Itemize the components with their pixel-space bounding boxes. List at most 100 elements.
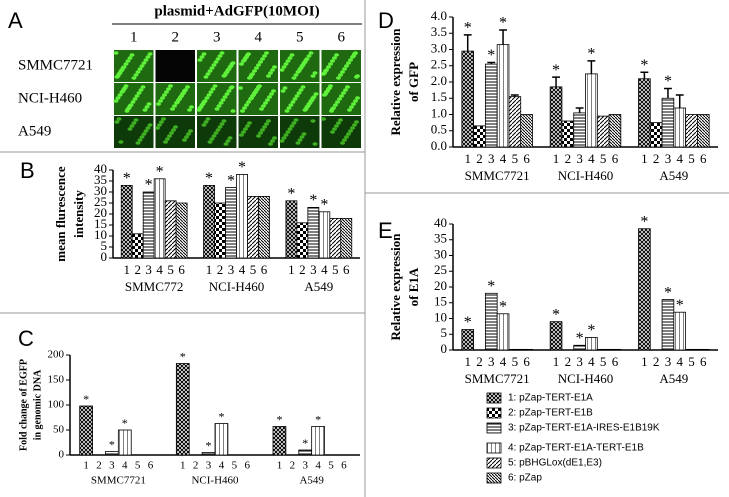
cell [260,128,265,132]
significance-star: * [206,438,212,452]
bar [225,187,237,259]
group-label: A549 [659,371,688,386]
group-label: NCI-H460 [191,475,239,487]
cell [139,64,145,68]
bar [573,112,586,148]
cell [322,93,327,97]
cell [258,131,263,135]
cell [142,108,148,112]
y-tick-label: 40 [94,161,107,176]
bar [549,86,563,148]
cell [338,118,343,122]
cell [188,129,193,133]
cell [225,68,231,72]
bar-label: 2 [476,354,483,369]
bar [596,348,610,351]
bar-label: 1 [83,460,89,472]
cell [139,135,145,139]
significance-star: * [122,416,128,430]
bar-label: 5 [328,460,334,472]
cell [290,100,296,104]
cell [246,100,251,104]
y-axis-label: in genomic DNA [32,369,43,440]
cell [349,105,354,109]
cell [344,64,349,68]
legend-swatch [486,457,502,469]
cell [340,70,345,74]
cell [291,121,297,125]
significance-star: * [464,20,472,37]
cell [240,109,245,113]
significance-star: * [123,170,131,187]
cell [323,69,328,73]
bar-label: 6 [148,460,154,472]
cell [172,104,177,108]
cell [121,87,127,91]
cell [176,98,181,102]
group-label: NCI-H460 [558,168,614,183]
bar-label: 4 [500,354,507,369]
bar-label: 5 [512,354,519,369]
cell [221,74,227,78]
significance-star: * [309,192,317,209]
cell [304,105,310,109]
cell [321,117,326,121]
y-axis-label: Relative expression [388,28,403,136]
bar [164,200,177,259]
bar-label: 1 [553,354,560,369]
legend-label: 5: pBHGLox(dE1,E3) [508,458,602,469]
micrograph [155,50,195,82]
legend-swatch [486,442,502,454]
y-tick-label: 200 [48,349,65,361]
cell [118,140,124,144]
bar-label: 4 [239,262,246,277]
bar [214,202,226,259]
bar [120,184,133,259]
cell [300,85,306,89]
column-label: 1 [130,29,138,45]
legend-swatch [486,472,502,484]
group-label: NCI-H460 [558,371,614,386]
cell [228,86,234,90]
bar-label: 5 [332,262,339,277]
bar [696,348,710,351]
cell [129,53,135,57]
cell [143,129,149,133]
legend-swatch [486,422,502,434]
cell [224,92,230,96]
cell [113,99,119,103]
cell [346,61,351,65]
cell [171,128,176,132]
bar [236,173,248,259]
row-label: NCI-H460 [18,90,82,106]
cell [219,51,225,55]
significance-star: * [227,172,235,189]
cell [214,107,220,111]
significance-star: * [302,436,308,450]
cell [302,108,308,112]
bar [201,452,216,456]
cell [256,63,261,67]
bar-label: 3 [206,460,212,472]
cell [340,141,345,145]
cell [350,126,355,130]
bar [203,184,215,259]
cell [289,53,295,57]
bar [508,96,522,148]
cell [252,69,257,73]
bar-label: 4 [676,151,683,166]
bar [673,311,687,351]
bar [638,228,651,351]
row-label: SMMC7721 [18,57,93,73]
significance-star: * [576,330,584,347]
bar-label: 3 [310,262,317,277]
cell [254,88,259,92]
bar [247,195,259,259]
cell [136,91,142,95]
cell [127,104,133,108]
cell [313,92,319,96]
cell [215,57,221,61]
cell [226,89,232,93]
significance-star: * [145,177,153,194]
bar [484,292,498,351]
